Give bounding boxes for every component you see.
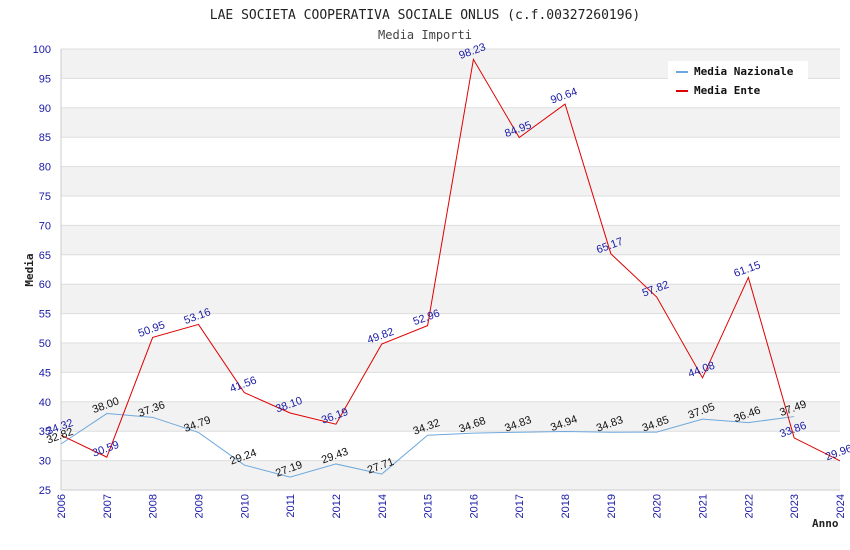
x-tick-label: 2017 <box>514 494 526 518</box>
series-line-ente <box>60 57 841 462</box>
y-tick-label: 25 <box>39 485 51 497</box>
y-axis-label: Media <box>23 253 36 286</box>
grid-band <box>61 372 840 402</box>
grid-band <box>61 343 840 373</box>
x-tick-label: 2015 <box>423 494 435 518</box>
grid-band <box>61 313 840 343</box>
y-tick-label: 65 <box>39 250 51 262</box>
x-tick-label: 2009 <box>193 494 205 518</box>
grid-band <box>61 254 840 285</box>
x-tick-label: 2016 <box>468 494 480 518</box>
y-tick-label: 50 <box>39 338 51 350</box>
x-tick-label: 2020 <box>652 494 664 518</box>
x-tick-label: 2022 <box>743 494 755 518</box>
x-tick-label: 2014 <box>377 494 389 518</box>
y-axis-ticks: 25 30 35 40 45 50 55 60 65 70 75 80 85 90 95 100 <box>33 44 51 497</box>
series-lines <box>60 57 841 478</box>
legend-label-ente: Media Ente <box>694 84 761 97</box>
grid-band <box>61 460 840 490</box>
y-tick-label: 75 <box>39 191 51 203</box>
y-tick-label: 70 <box>39 220 51 232</box>
x-tick-label: 2006 <box>56 494 68 518</box>
y-tick-label: 35 <box>39 426 51 438</box>
x-tick-label: 2008 <box>148 494 160 518</box>
grid-band <box>61 225 840 255</box>
grid-band <box>61 401 840 432</box>
x-tick-label: 2011 <box>285 494 297 518</box>
x-tick-label: 2021 <box>698 494 710 518</box>
y-tick-label: 45 <box>39 367 51 379</box>
y-tick-label: 85 <box>39 132 51 144</box>
x-tick-label: 2010 <box>239 494 251 518</box>
chart-subtitle: Media Importi <box>378 28 472 42</box>
y-tick-label: 100 <box>33 44 51 56</box>
y-tick-label: 80 <box>39 162 51 174</box>
x-tick-label: 2007 <box>102 494 114 518</box>
x-tick-label: 2012 <box>331 494 343 518</box>
y-tick-label: 30 <box>39 456 51 468</box>
grid-band <box>61 137 840 167</box>
y-tick-label: 90 <box>39 103 51 115</box>
y-tick-label: 55 <box>39 309 51 321</box>
x-tick-label: 2019 <box>606 494 618 518</box>
series-line-nazionale <box>60 413 795 478</box>
chart-title: LAE SOCIETA COOPERATIVA SOCIALE ONLUS (c… <box>210 8 640 23</box>
x-axis-label: Anno <box>812 517 839 530</box>
legend: Media Nazionale Media Ente <box>668 61 808 101</box>
y-tick-label: 60 <box>39 279 51 291</box>
grid-band <box>61 431 840 461</box>
x-axis-ticks: 2006 2007 2008 2009 2010 2011 2012 2014 2015 2016… <box>56 494 847 518</box>
x-tick-label: 2024 <box>835 494 847 518</box>
y-tick-label: 40 <box>39 397 51 409</box>
x-tick-label: 2018 <box>560 494 572 518</box>
legend-label-nazionale: Media Nazionale <box>694 65 794 78</box>
grid-band <box>61 284 840 314</box>
y-tick-label: 95 <box>39 73 51 85</box>
grid-band <box>61 107 840 138</box>
grid-bands <box>61 49 840 490</box>
grid-band <box>61 196 840 226</box>
x-tick-label: 2023 <box>789 494 801 518</box>
legend-box <box>668 61 808 101</box>
grid-lines <box>60 48 840 491</box>
